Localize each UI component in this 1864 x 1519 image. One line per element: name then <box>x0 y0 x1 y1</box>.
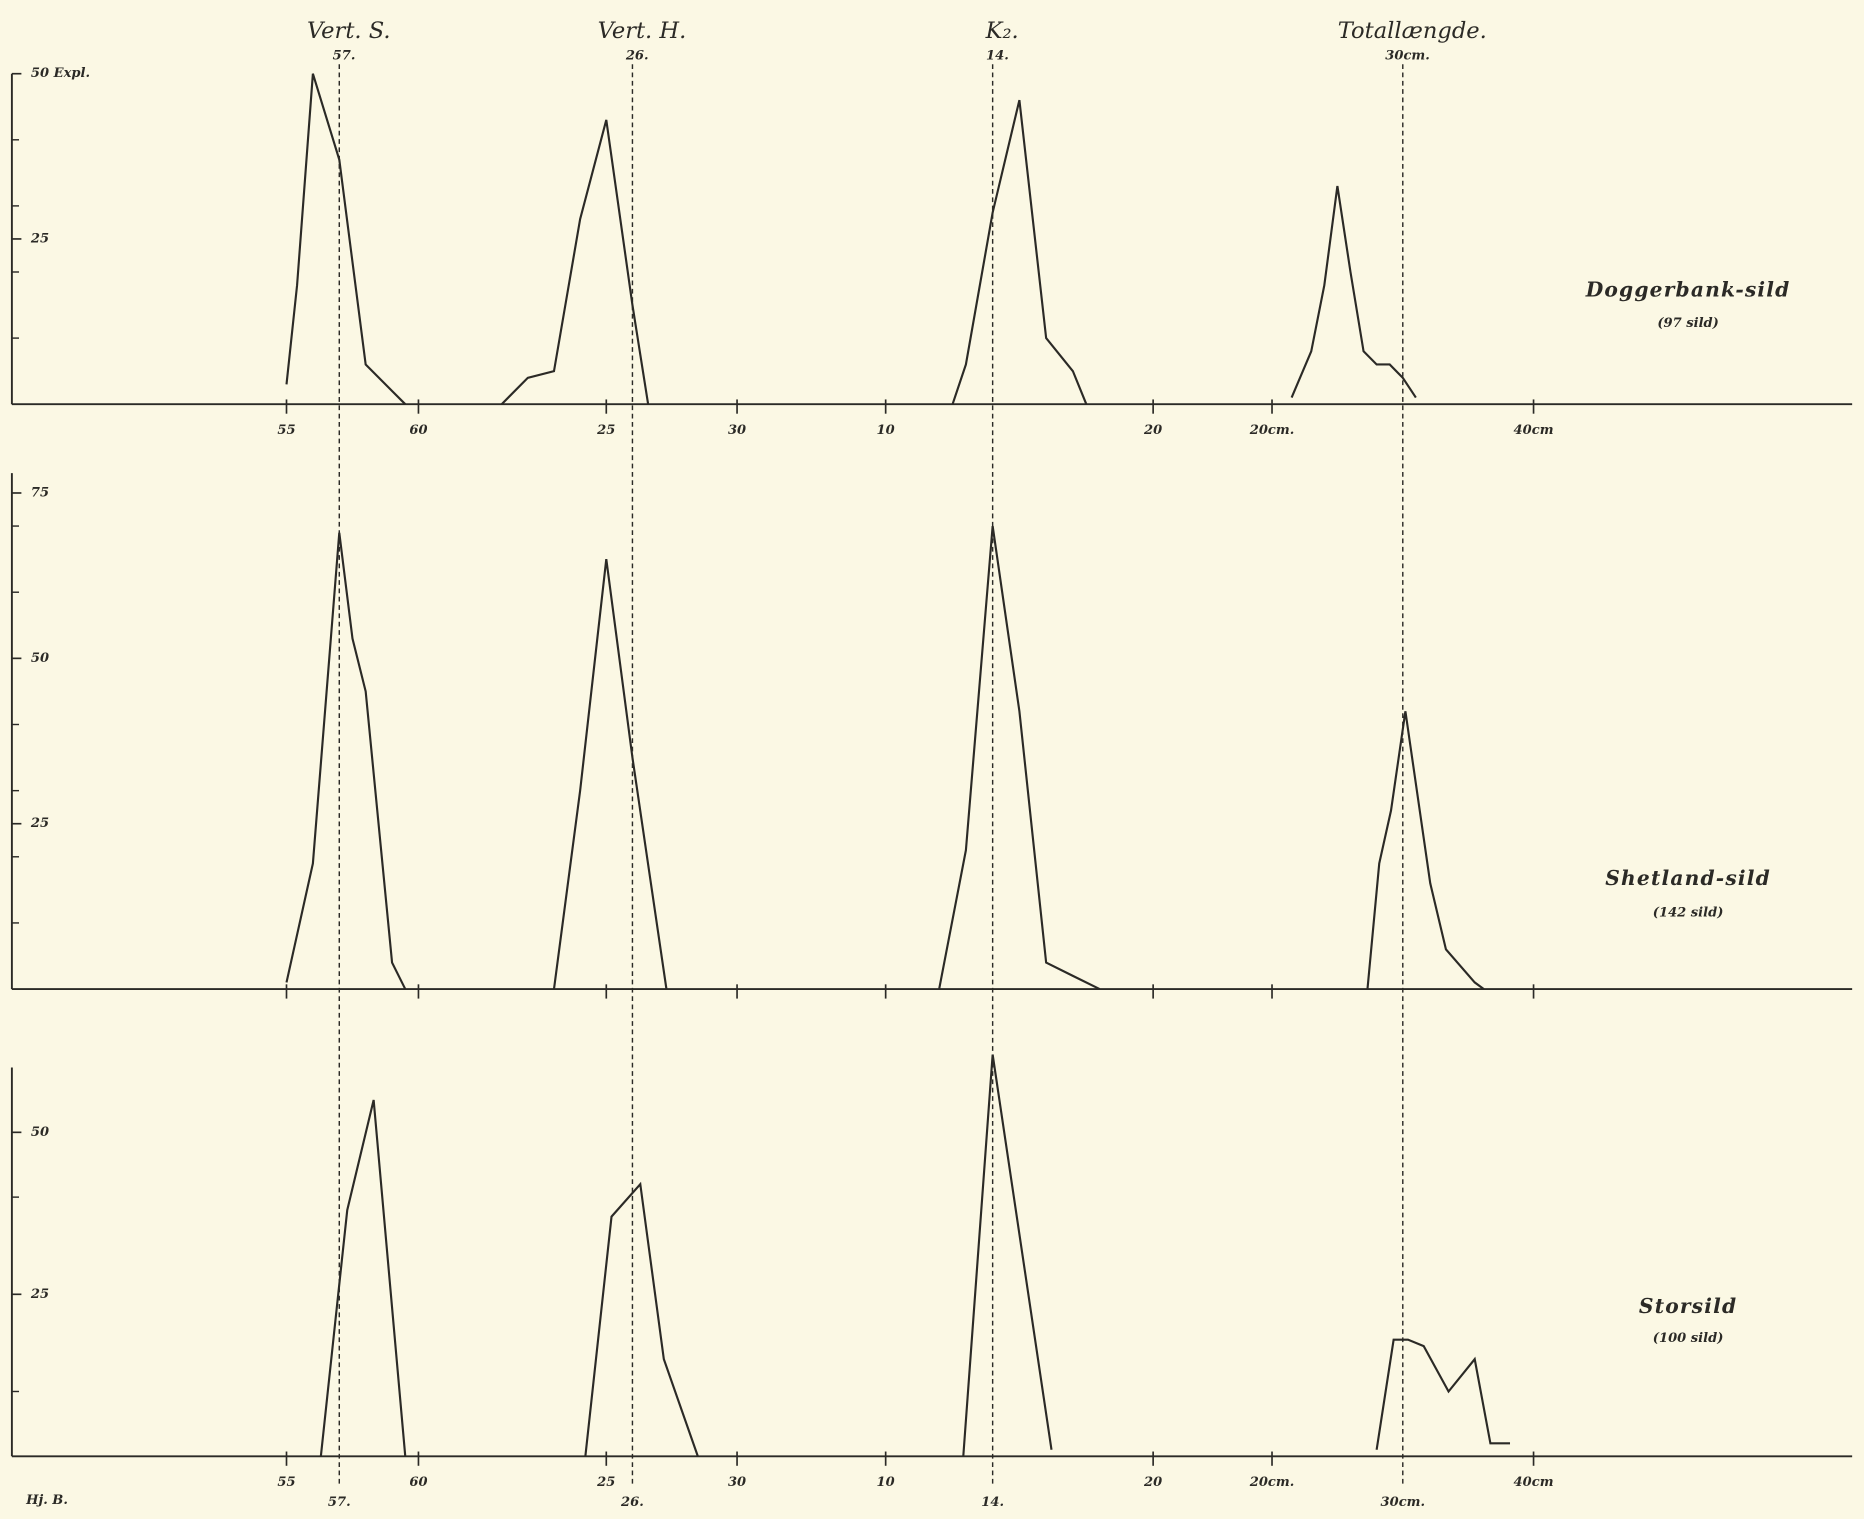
frequency-curve <box>1375 1338 1511 1450</box>
column-title: K₂. <box>985 18 1019 44</box>
column-title: Vert. S. <box>307 18 391 44</box>
x-tick-label: 10 <box>877 1475 895 1490</box>
frequency-curve <box>1366 711 1485 990</box>
plot-area: Vert. S. 57. 57. Vert. H. 26. 26. K₂. 14. 14. Tot… <box>10 18 1853 1510</box>
y-tick-label: 25 <box>30 1287 49 1302</box>
reference-label: 30cm. <box>1381 1495 1426 1510</box>
panel-count: (100 sild) <box>1653 1331 1724 1346</box>
panel-name: Shetland-sild <box>1605 866 1771 890</box>
frequency-curve <box>500 119 650 405</box>
frequency-curve <box>285 532 407 990</box>
reference-label: 26. <box>620 1495 644 1510</box>
reference-label: 57. <box>328 1495 351 1510</box>
reference-label: 26. <box>625 48 649 63</box>
frequency-curve <box>584 1181 699 1457</box>
reference-label: 14. <box>981 1495 1004 1510</box>
frequency-curve <box>1290 185 1417 399</box>
x-tick-label: 30 <box>728 423 746 438</box>
frequency-curve <box>552 558 668 990</box>
column-title: Vert. H. <box>598 18 687 44</box>
x-tick-label: 20 <box>1143 423 1162 438</box>
y-tick-label: 50 <box>31 651 49 666</box>
x-tick-label: 60 <box>409 423 427 438</box>
x-tick-label: 30 <box>728 1475 746 1490</box>
panel-name: Doggerbank-sild <box>1585 278 1791 302</box>
column-title: Totallængde. <box>1338 18 1487 44</box>
y-tick-label: 50 <box>31 1125 49 1140</box>
x-tick-label: 20cm. <box>1249 423 1295 438</box>
panel-name: Storsild <box>1639 1294 1737 1318</box>
panel-count: (97 sild) <box>1657 316 1718 331</box>
y-tick-label: 25 <box>30 816 49 831</box>
y-tick-label: 75 <box>31 485 49 500</box>
frequency-curve <box>319 1099 407 1457</box>
x-tick-label: 10 <box>877 423 895 438</box>
x-tick-label: 25 <box>596 423 615 438</box>
frequency-curve <box>285 73 407 405</box>
panel-count: (142 sild) <box>1653 905 1724 920</box>
y-tick-label: 25 <box>30 231 49 246</box>
frequency-curve <box>938 525 1101 991</box>
x-tick-label: 20cm. <box>1249 1475 1295 1490</box>
x-tick-label: 55 <box>277 1475 295 1490</box>
x-tick-label: 20 <box>1143 1475 1162 1490</box>
reference-label: 14. <box>986 48 1009 63</box>
frequency-curve <box>962 1054 1053 1457</box>
signature: Hj. B. <box>25 1493 68 1508</box>
frequency-curve <box>951 99 1088 405</box>
x-tick-label: 25 <box>596 1475 615 1490</box>
reference-label: 30cm. <box>1385 48 1430 63</box>
y-tick-label: 50 Expl. <box>31 66 90 81</box>
x-tick-label: 40cm <box>1514 423 1554 438</box>
x-tick-label: 60 <box>409 1475 427 1490</box>
x-tick-label: 55 <box>277 423 295 438</box>
x-tick-label: 40cm <box>1514 1475 1554 1490</box>
reference-label: 57. <box>333 48 356 63</box>
